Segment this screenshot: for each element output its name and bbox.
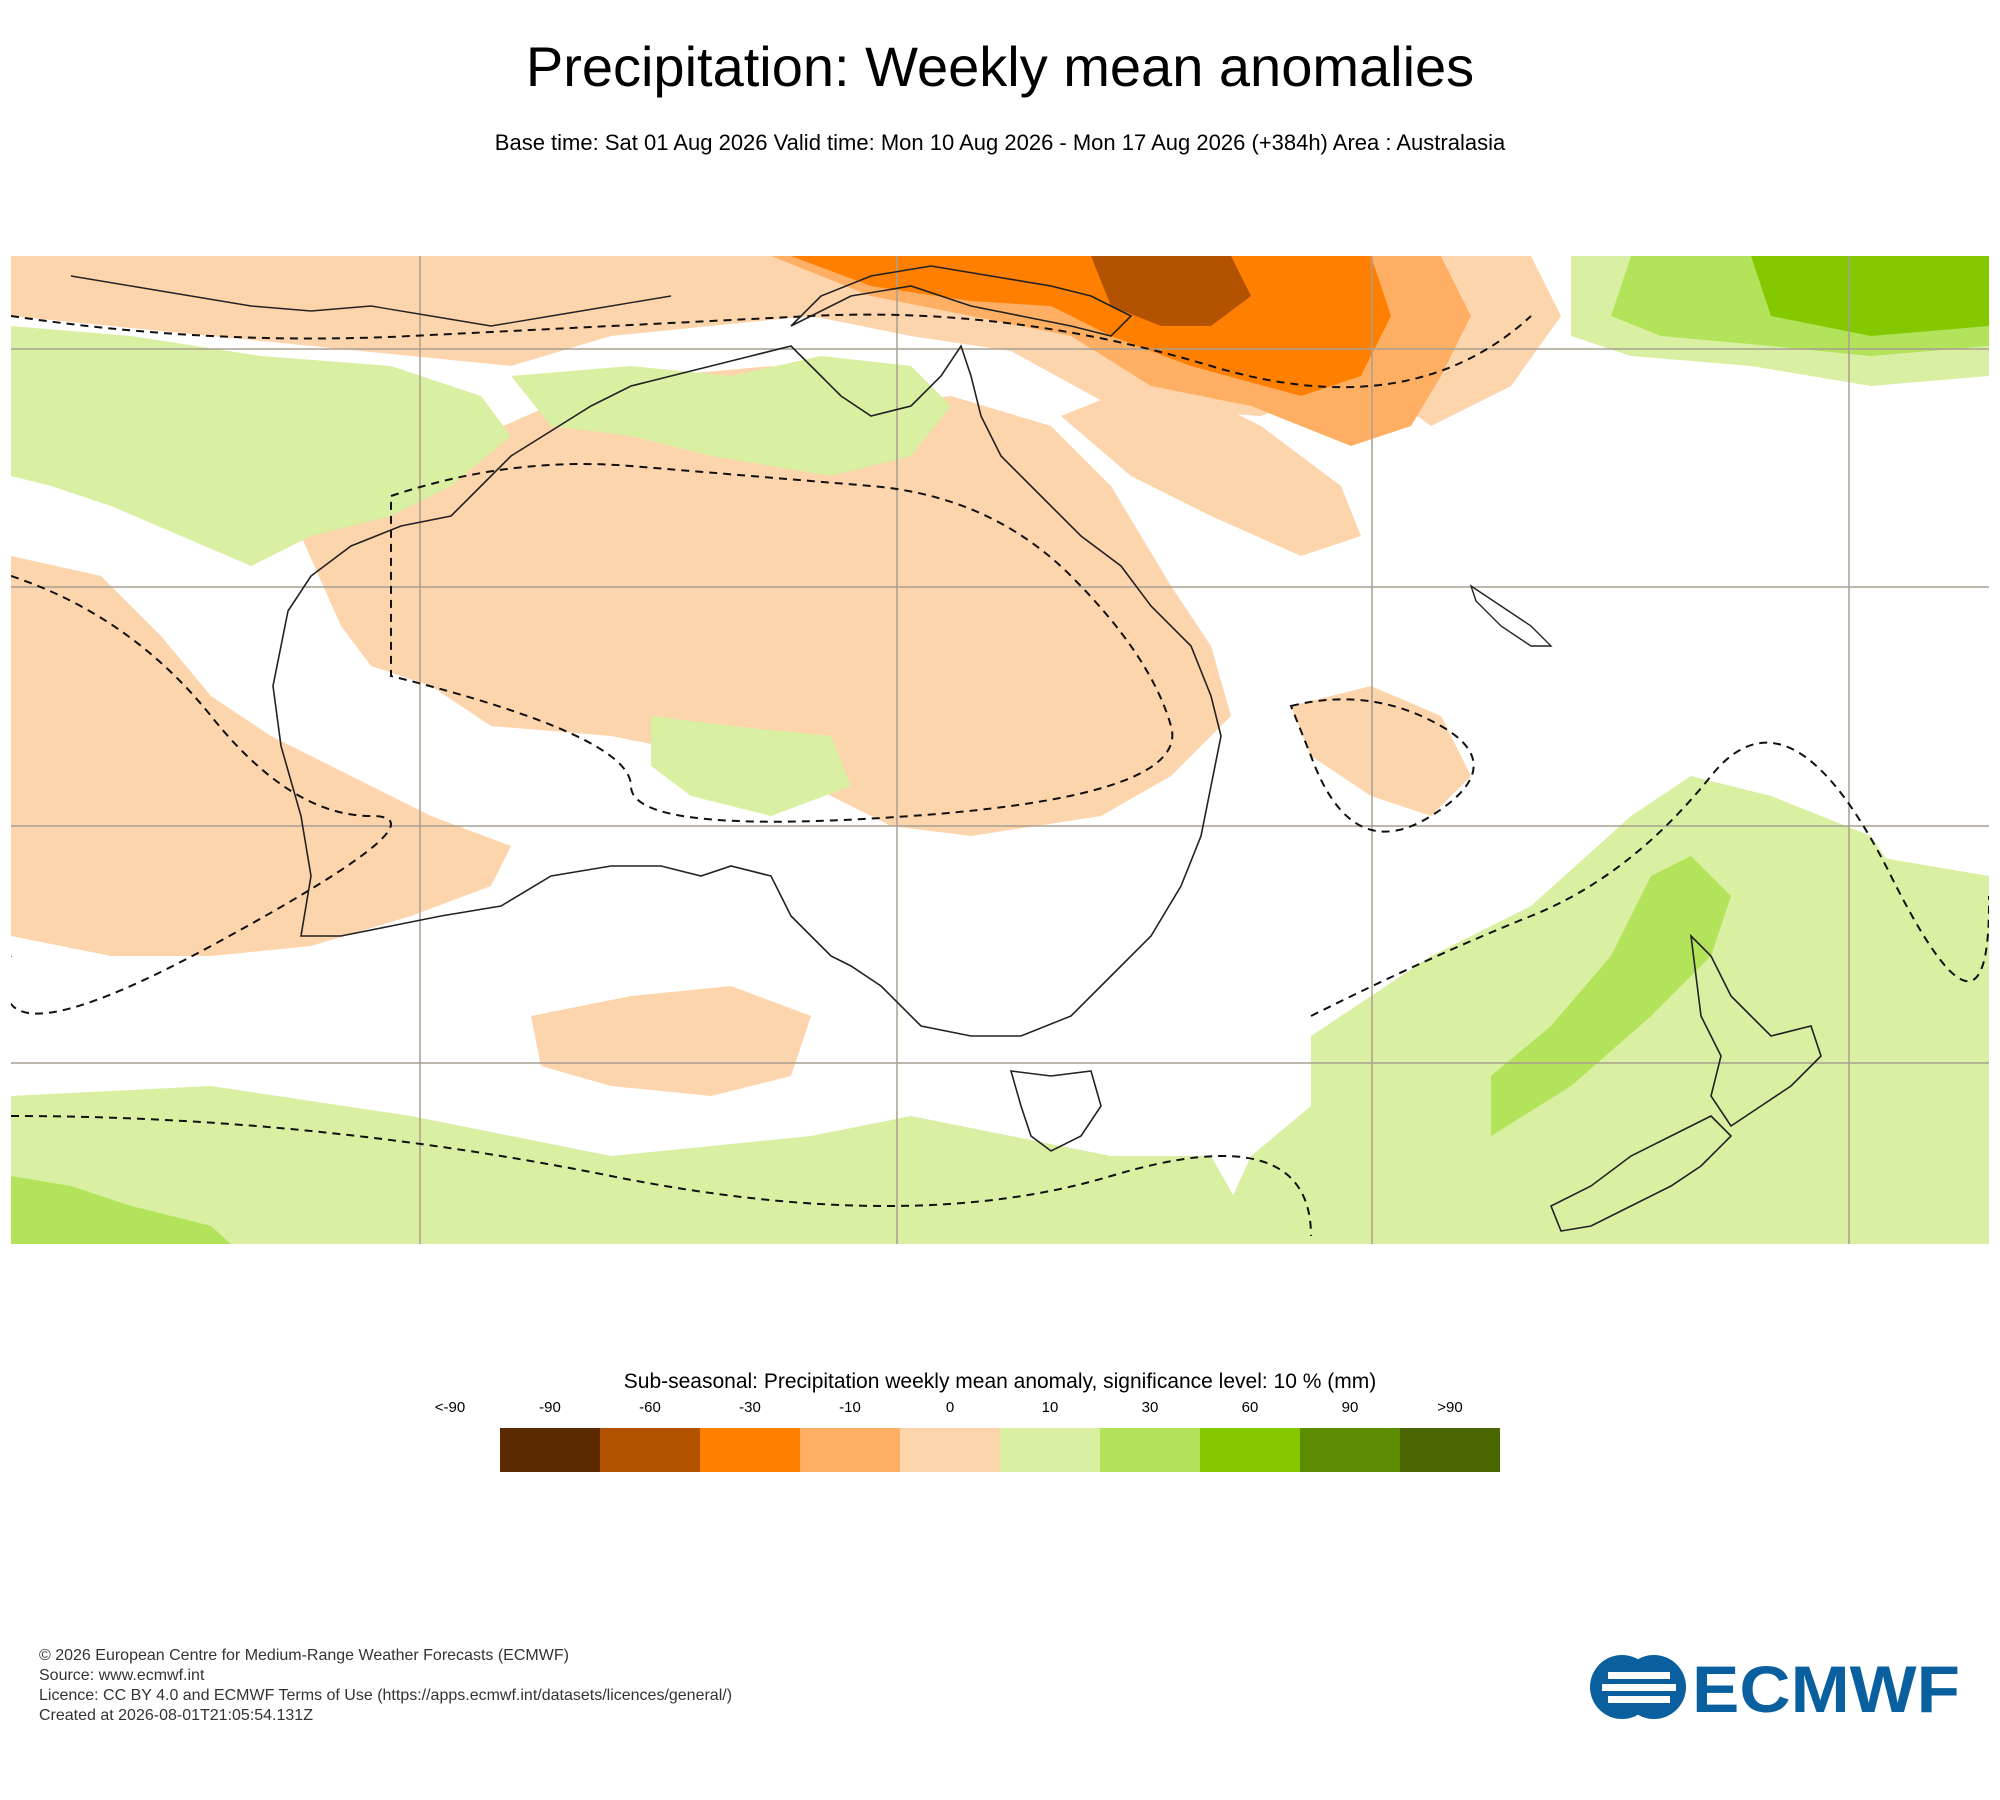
legend-tick-label: 30: [1141, 1399, 1159, 1416]
wet-zone-nw: [11, 326, 511, 566]
wet-zone-north-aus: [511, 356, 951, 476]
copyright-text: © 2026 European Centre for Medium-Range …: [39, 1647, 569, 1664]
legend-tick-label: -60: [639, 1399, 661, 1416]
legend-tick-label: 0: [945, 1399, 955, 1416]
wet-zone-central-aus: [651, 716, 851, 816]
wet-moderate-nz: [1491, 856, 1731, 1136]
coastline-new-zealand-south: [1549, 1115, 1733, 1232]
legend-tick-label: -30: [739, 1399, 761, 1416]
dry-very-strong-north: [1091, 256, 1251, 326]
wet-zone-nz-north: [1691, 796, 1911, 936]
coastline-new-zealand-north: [1689, 933, 1822, 1128]
ecmwf-logo-text: ECMWF: [1692, 1652, 1960, 1722]
legend-title: Sub-seasonal: Precipitation weekly mean …: [623, 1370, 1377, 1393]
legend-swatch: [1000, 1428, 1100, 1472]
licence-text: Licence: CC BY 4.0 and ECMWF Terms of Us…: [39, 1687, 733, 1704]
coastline-australia: [272, 344, 1222, 1037]
legend-tick-label: 60: [1241, 1399, 1259, 1416]
legend-tick-label: <-90: [434, 1399, 466, 1416]
dry-zone-tasman: [1291, 686, 1471, 816]
legend-tick-label: -90: [539, 1399, 561, 1416]
legend-swatch: [1400, 1428, 1500, 1472]
created-text: Created at 2026-08-01T21:05:54.131Z: [39, 1707, 313, 1724]
legend-swatch: [500, 1428, 600, 1472]
anomaly-map: [11, 256, 1989, 1244]
source-text: Source: www.ecmwf.int: [39, 1667, 205, 1684]
coastline-new-guinea: [790, 265, 1133, 337]
legend-swatch: [800, 1428, 900, 1472]
chart-title: Precipitation: Weekly mean anomalies: [525, 35, 1475, 98]
legend-swatch: [1200, 1428, 1300, 1472]
footer-credits: © 2026 European Centre for Medium-Range …: [39, 1646, 732, 1726]
legend-swatch: [1300, 1428, 1400, 1472]
ecmwf-logo: ECMWF: [1590, 1652, 1960, 1722]
coastline-new-caledonia: [1469, 584, 1553, 647]
dry-zone-west-ocean: [11, 556, 511, 956]
wet-moderate-sw: [11, 1176, 231, 1244]
chart-subtitle: Base time: Sat 01 Aug 2026 Valid time: M…: [494, 130, 1506, 155]
legend-swatch: [600, 1428, 700, 1472]
legend-tick-label: 10: [1041, 1399, 1059, 1416]
color-legend: <-90 -90 -60 -30 -10 0 10 30 60 90 >90: [435, 1398, 1550, 1478]
coastline-tasmania: [1009, 1070, 1102, 1152]
legend-tick-label: >90: [1437, 1399, 1463, 1416]
wet-strong-east: [1751, 256, 1989, 336]
legend-tick-label: 90: [1341, 1399, 1359, 1416]
coastline-indonesia: [70, 275, 672, 327]
legend-swatch: [1100, 1428, 1200, 1472]
dry-zone-coral-sea: [1061, 376, 1361, 556]
ecmwf-emblem-icon: [1590, 1655, 1686, 1719]
legend-tick-label: -10: [839, 1399, 861, 1416]
graticule: [11, 256, 1989, 1244]
legend-swatch: [900, 1428, 1000, 1472]
dry-zone-south: [531, 986, 811, 1096]
legend-swatch: [700, 1428, 800, 1472]
